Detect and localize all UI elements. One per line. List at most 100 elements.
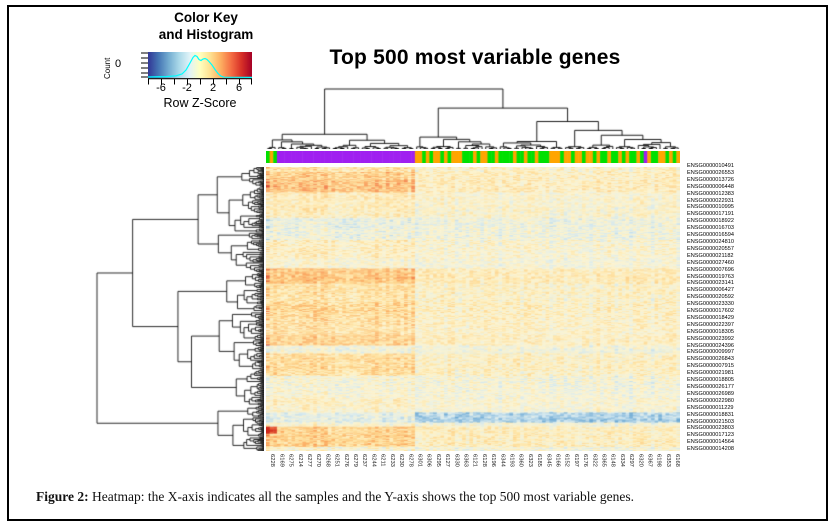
sample-label: 6168 [674, 454, 681, 467]
sample-label: 6193 [508, 454, 515, 467]
gene-label: ENSG0000013726 [687, 176, 734, 183]
sample-label: 6185 [536, 454, 543, 467]
gene-label: ENSG0000022980 [687, 397, 734, 404]
sample-label: 6301 [416, 454, 423, 467]
gene-label: ENSG0000018805 [687, 377, 734, 384]
figure-caption-text: Heatmap: the X-axis indicates all the sa… [88, 489, 634, 504]
gene-label: ENSG0000014208 [687, 446, 734, 453]
gene-label: ENSG0000014564 [687, 439, 734, 446]
color-key-title: Color Key and Histogram [140, 10, 272, 44]
color-key-histogram-icon [148, 54, 252, 78]
sample-label: 6279 [352, 454, 359, 467]
sample-label: 6363 [462, 454, 469, 467]
gene-label: ENSG0000021981 [687, 370, 734, 377]
sample-label: 6237 [361, 454, 368, 467]
color-key-count-ticks-icon [141, 52, 148, 78]
gene-label-column: ENSG0000010491 ENSG0000026553 ENSG00000137… [687, 163, 777, 453]
sample-label: 6270 [315, 454, 322, 467]
figure-border [7, 5, 828, 521]
sample-label: 6251 [333, 454, 340, 467]
color-key-axis-icon [148, 78, 252, 85]
gene-label: ENSG0000027460 [687, 259, 734, 266]
sample-label: 6244 [370, 454, 377, 467]
sample-label: 6278 [407, 454, 414, 467]
gene-label: ENSG0000024810 [687, 238, 734, 245]
sample-label: 6295 [434, 454, 441, 467]
color-key-tick-label: -2 [182, 82, 192, 94]
gene-label: ENSG0000012383 [687, 190, 734, 197]
sample-label: 6228 [269, 454, 276, 467]
sample-label: 6127 [444, 454, 451, 467]
chart-title: Top 500 most variable genes [329, 46, 621, 69]
gene-label: ENSG0000021182 [687, 252, 734, 259]
sample-label: 6268 [324, 454, 331, 467]
gene-label: ENSG0000019763 [687, 273, 734, 280]
gene-label: ENSG0000022931 [687, 197, 734, 204]
gene-label: ENSG0000017123 [687, 432, 734, 439]
gene-label: ENSG0000017191 [687, 211, 734, 218]
gene-label: ENSG0000017602 [687, 308, 734, 315]
gene-label: ENSG0000010995 [687, 204, 734, 211]
gene-label: ENSG0000016594 [687, 232, 734, 239]
figure-caption: Figure 2: Heatmap: the X-axis indicates … [36, 489, 776, 505]
sample-label: 6323 [526, 454, 533, 467]
sample-label: 6276 [342, 454, 349, 467]
gene-label: ENSG0000006448 [687, 183, 734, 190]
sample-label: 6152 [563, 454, 570, 467]
gene-label: ENSG0000009997 [687, 349, 734, 356]
gene-label: ENSG0000026553 [687, 169, 734, 176]
gene-label: ENSG0000024396 [687, 342, 734, 349]
gene-label: ENSG0000007915 [687, 363, 734, 370]
sample-label: 6214 [296, 454, 303, 467]
color-key-tick-label: 2 [209, 82, 217, 94]
sample-label: 6320 [637, 454, 644, 467]
color-key-tick-label: 6 [235, 82, 243, 94]
sample-label: 6211 [379, 454, 386, 467]
sample-label-row: 6228 6169 6275 6214 6277 6270 6268 6251 6276 6279… [266, 454, 680, 488]
sample-label: 6344 [499, 454, 506, 467]
gene-label: ENSG0000020592 [687, 294, 734, 301]
gene-label: ENSG0000021503 [687, 418, 734, 425]
sample-label: 6166 [554, 454, 561, 467]
color-key-title-line1: Color Key [174, 10, 238, 25]
gene-label: ENSG0000007696 [687, 266, 734, 273]
gene-label: ENSG0000023141 [687, 280, 734, 287]
figure-caption-label: Figure 2: [36, 489, 89, 504]
color-key-tick-labels: -6 -2 2 6 [148, 82, 252, 94]
sample-label: 6297 [628, 454, 635, 467]
sample-label: 6148 [609, 454, 616, 467]
sample-label: 6334 [618, 454, 625, 467]
sample-label: 6169 [278, 454, 285, 467]
sample-label: 6353 [664, 454, 671, 467]
gene-label: ENSG0000011229 [687, 404, 734, 411]
column-side-colors [266, 151, 680, 163]
gene-label: ENSG0000026989 [687, 390, 734, 397]
gene-label: ENSG0000006427 [687, 287, 734, 294]
sample-label: 6176 [582, 454, 589, 467]
sample-label: 6198 [655, 454, 662, 467]
sample-label: 6306 [425, 454, 432, 467]
row-dendrogram [94, 167, 264, 451]
gene-label: ENSG0000026843 [687, 356, 734, 363]
color-key-axis-label: Row Z-Score [163, 96, 237, 110]
sample-label: 6230 [398, 454, 405, 467]
column-dendrogram [266, 86, 680, 149]
gene-label: ENSG0000018831 [687, 411, 734, 418]
gene-label: ENSG0000020557 [687, 245, 734, 252]
gene-label: ENSG0000010491 [687, 163, 734, 169]
color-key-title-line2: and Histogram [158, 26, 254, 42]
gene-label: ENSG0000016703 [687, 225, 734, 232]
gene-label: ENSG0000026177 [687, 384, 734, 390]
gene-label: ENSG0000018429 [687, 314, 734, 321]
heatmap-cells [266, 167, 680, 451]
gene-label: ENSG0000018922 [687, 218, 734, 225]
sample-label: 6121 [471, 454, 478, 467]
color-key-zero-label: 0 [115, 58, 122, 70]
sample-label: 6360 [517, 454, 524, 467]
sample-label: 6330 [453, 454, 460, 467]
sample-label: 6365 [600, 454, 607, 467]
gene-label: ENSG0000022397 [687, 321, 734, 328]
sample-label: 6277 [306, 454, 313, 467]
sample-label: 6322 [591, 454, 598, 467]
sample-label: 6345 [545, 454, 552, 467]
